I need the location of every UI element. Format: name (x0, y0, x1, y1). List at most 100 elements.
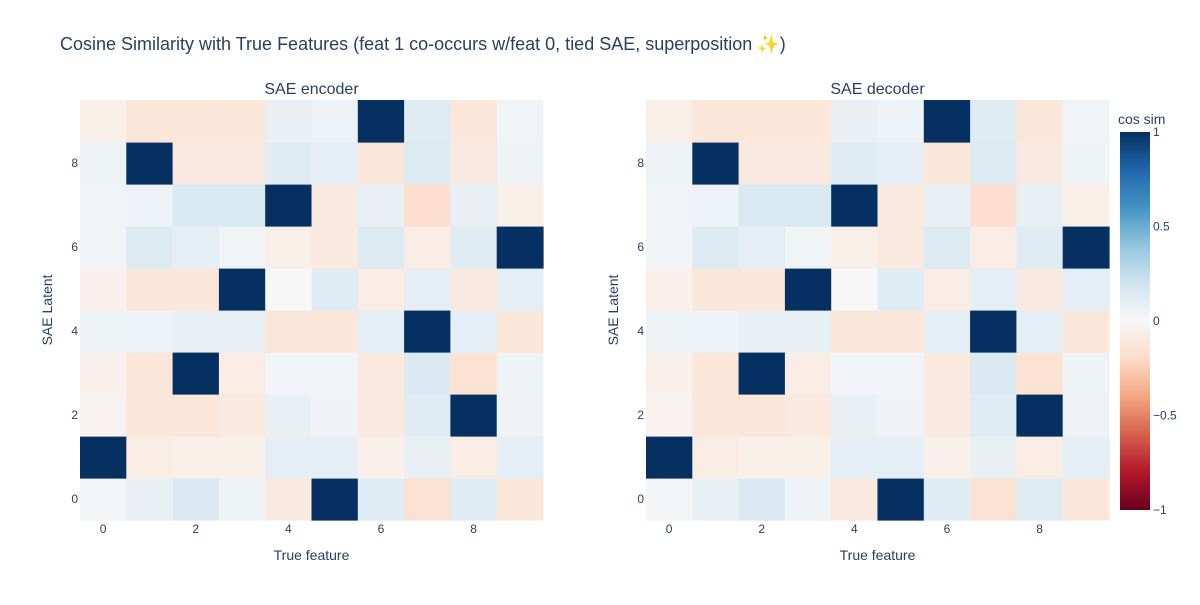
heatmap-cell-encoder (450, 352, 498, 395)
heatmap-cell-encoder (218, 268, 266, 311)
heatmap-cell-encoder (126, 268, 174, 311)
heatmap-cell-decoder (646, 352, 693, 395)
heatmap-cell-encoder (80, 436, 127, 479)
heatmap-cell-encoder (450, 142, 498, 185)
heatmap-cell-decoder (1062, 478, 1110, 521)
heatmap-cell-decoder (877, 184, 925, 227)
heatmap-cell-encoder (80, 100, 127, 143)
heatmap-cell-encoder (496, 226, 544, 269)
heatmap-cell-encoder (265, 394, 313, 437)
heatmap-cell-encoder (450, 226, 498, 269)
heatmap-cell-encoder (218, 310, 266, 353)
x-axis-title-encoder: True feature (274, 547, 350, 563)
heatmap-cell-decoder (1016, 436, 1064, 479)
heatmap-cell-encoder (496, 478, 544, 521)
heatmap-cell-encoder (450, 436, 498, 479)
heatmap-cell-encoder (126, 436, 174, 479)
heatmap-cell-decoder (692, 394, 740, 437)
heatmap-cell-decoder (1016, 478, 1064, 521)
colorbar: cos sim 1 0.5 0 −0.5 −1 (1118, 111, 1177, 517)
heatmap-cell-decoder (877, 100, 925, 143)
heatmap-cell-encoder (172, 310, 220, 353)
heatmap-cell-encoder (404, 436, 451, 479)
colorbar-tick-label: 0.5 (1153, 220, 1170, 234)
heatmap-cell-decoder (784, 100, 832, 143)
heatmap-cell-decoder (831, 310, 879, 353)
heatmap-cell-encoder (450, 100, 498, 143)
heatmap-cell-decoder (923, 394, 971, 437)
heatmap-cell-encoder (357, 436, 405, 479)
heatmap-panel-encoder: SAE encoder 0 2 4 6 8 0 2 4 6 8 True feature SAE… (39, 81, 544, 563)
heatmap-cell-encoder (404, 142, 451, 185)
x-tick-label: 4 (851, 522, 858, 536)
heatmap-cell-decoder (970, 226, 1017, 269)
heatmap-cell-encoder (126, 226, 174, 269)
heatmap-cell-encoder (265, 184, 313, 227)
heatmap-cell-encoder (496, 352, 544, 395)
heatmap-cell-encoder (80, 478, 127, 521)
heatmap-cell-decoder (1062, 142, 1110, 185)
heatmap-cell-encoder (496, 268, 544, 311)
heatmap-cell-decoder (1016, 352, 1064, 395)
heatmap-cell-encoder (357, 478, 405, 521)
heatmap-cell-encoder (450, 184, 498, 227)
heatmap-cells-decoder (646, 100, 1110, 521)
heatmap-panel-decoder: SAE decoder 0 2 4 6 8 0 2 4 6 8 True feature SAE… (605, 81, 1110, 563)
heatmap-cell-encoder (218, 184, 266, 227)
x-tick-label: 2 (758, 522, 765, 536)
heatmap-cell-encoder (265, 268, 313, 311)
heatmap-cell-decoder (1016, 310, 1064, 353)
x-tick-labels-decoder: 0 2 4 6 8 (666, 522, 1043, 536)
heatmap-cell-decoder (923, 226, 971, 269)
heatmap-cell-encoder (357, 352, 405, 395)
heatmap-cell-decoder (646, 142, 693, 185)
heatmap-cell-decoder (877, 310, 925, 353)
heatmap-cell-encoder (496, 184, 544, 227)
heatmap-cell-encoder (311, 226, 359, 269)
heatmap-cell-encoder (126, 142, 174, 185)
heatmap-cell-encoder (80, 394, 127, 437)
heatmap-cell-decoder (970, 100, 1017, 143)
heatmap-cell-decoder (784, 436, 832, 479)
heatmap-cell-encoder (357, 100, 405, 143)
heatmap-cell-encoder (496, 142, 544, 185)
colorbar-title: cos sim (1118, 111, 1165, 127)
heatmap-cell-decoder (970, 436, 1017, 479)
heatmap-cell-encoder (357, 142, 405, 185)
heatmap-cell-decoder (831, 184, 879, 227)
heatmap-cell-decoder (970, 352, 1017, 395)
heatmap-cell-decoder (646, 394, 693, 437)
heatmap-cell-decoder (831, 100, 879, 143)
heatmap-cell-encoder (172, 436, 220, 479)
heatmap-cell-decoder (646, 226, 693, 269)
heatmap-cell-decoder (923, 310, 971, 353)
heatmap-cell-decoder (970, 394, 1017, 437)
heatmap-cell-encoder (218, 142, 266, 185)
heatmap-cell-decoder (646, 310, 693, 353)
heatmap-cell-decoder (923, 142, 971, 185)
y-tick-label: 8 (71, 156, 78, 170)
heatmap-cell-encoder (450, 394, 498, 437)
heatmap-cell-encoder (450, 478, 498, 521)
subplot-title-decoder: SAE decoder (830, 81, 925, 98)
heatmap-cell-encoder (172, 184, 220, 227)
heatmap-cell-encoder (357, 310, 405, 353)
heatmap-cell-decoder (877, 394, 925, 437)
heatmap-cell-encoder (265, 100, 313, 143)
heatmap-cell-encoder (172, 478, 220, 521)
heatmap-cell-decoder (738, 268, 786, 311)
y-tick-label: 2 (71, 408, 78, 422)
heatmap-cell-decoder (1062, 352, 1110, 395)
x-tick-label: 0 (100, 522, 107, 536)
heatmap-cell-decoder (831, 268, 879, 311)
heatmap-cell-decoder (831, 142, 879, 185)
heatmap-cell-decoder (784, 310, 832, 353)
heatmap-cell-encoder (450, 310, 498, 353)
heatmap-cell-encoder (311, 436, 359, 479)
heatmap-cell-decoder (1016, 394, 1064, 437)
heatmap-cell-decoder (877, 142, 925, 185)
heatmap-cell-decoder (1016, 100, 1064, 143)
colorbar-tick-label: −0.5 (1153, 409, 1177, 423)
x-tick-labels-encoder: 0 2 4 6 8 (100, 522, 477, 536)
heatmap-cell-decoder (646, 268, 693, 311)
